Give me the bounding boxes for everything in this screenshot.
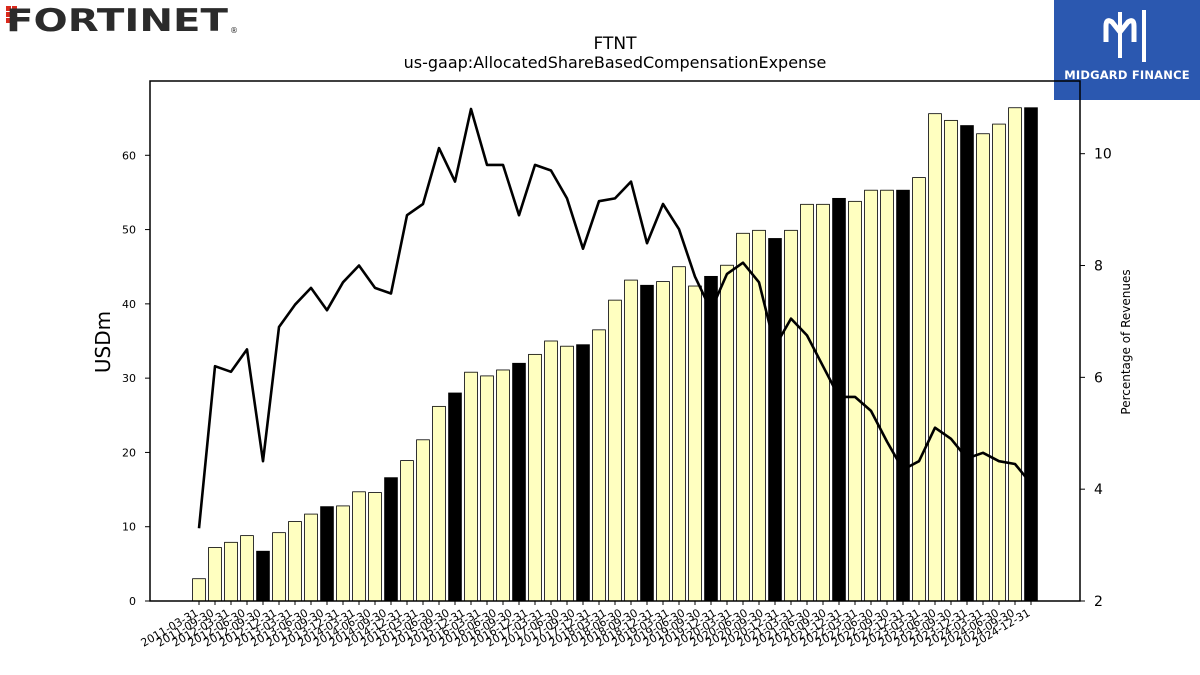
- fortinet-logo-text: FORTINET: [6, 4, 228, 36]
- midgard-logo-text: MIDGARD FINANCE: [1064, 68, 1190, 82]
- bar-10: [352, 491, 366, 602]
- bar-15: [432, 405, 446, 602]
- bar-32: [704, 275, 718, 602]
- y-tick-label-60: 60: [122, 149, 136, 162]
- y-tick-label-0: 0: [129, 595, 136, 608]
- bar-8: [320, 506, 334, 602]
- chart-title: FTNT: [594, 34, 638, 54]
- bar-13: [400, 460, 414, 602]
- bar-30: [672, 266, 686, 602]
- bar-28: [640, 284, 654, 602]
- y-right-tick-label-4: 4: [1094, 482, 1103, 498]
- x-axis: 2011-03-312011-09-302012-03-312012-06-30…: [139, 601, 1033, 650]
- bar-36: [768, 238, 782, 602]
- bar-25: [592, 329, 606, 602]
- bar-45: [912, 177, 926, 602]
- bar-17: [464, 371, 478, 602]
- bar-43: [880, 189, 894, 602]
- bar-1: [208, 547, 222, 602]
- midgard-finance-logo: MIDGARD FINANCE: [1054, 0, 1200, 100]
- bar-7: [304, 513, 318, 602]
- midgard-logo-icon: [1103, 10, 1146, 62]
- y-axis-label: USDm: [91, 311, 115, 373]
- y-right-tick-label-2: 2: [1094, 594, 1103, 610]
- bar-group: [192, 107, 1038, 602]
- bar-42: [864, 189, 878, 602]
- y-right-tick-label-10: 10: [1094, 147, 1112, 163]
- bar-52: [1024, 107, 1038, 602]
- bar-39: [816, 203, 830, 602]
- bar-9: [336, 505, 350, 602]
- bar-48: [960, 125, 974, 602]
- y-tick-label-20: 20: [122, 446, 136, 459]
- bar-34: [736, 232, 750, 602]
- y-axis-right-label: Percentage of Revenues: [1119, 269, 1133, 414]
- bar-44: [896, 189, 910, 602]
- bar-51: [1008, 107, 1022, 602]
- y-right-tick-label-6: 6: [1094, 370, 1103, 386]
- bar-11: [368, 492, 382, 602]
- bar-49: [976, 133, 990, 602]
- bar-21: [528, 353, 542, 602]
- y-tick-label-10: 10: [122, 521, 136, 534]
- bar-24: [576, 344, 590, 602]
- bar-19: [496, 369, 510, 602]
- y-tick-label-50: 50: [122, 224, 136, 237]
- fortinet-registered-mark: ®: [230, 26, 238, 35]
- bar-2: [224, 541, 238, 602]
- y-axis-left: 0 10 20 30 40 50 60: [122, 149, 150, 608]
- bar-31: [688, 285, 702, 602]
- bar-5: [272, 532, 286, 602]
- y-tick-label-30: 30: [122, 372, 136, 385]
- bar-0: [192, 578, 206, 602]
- bar-14: [416, 439, 430, 602]
- bar-6: [288, 521, 302, 602]
- bar-26: [608, 299, 622, 602]
- bar-22: [544, 340, 558, 602]
- bar-37: [784, 229, 798, 602]
- bar-18: [480, 375, 494, 602]
- bar-16: [448, 392, 462, 602]
- bar-29: [656, 281, 670, 602]
- chart-subtitle: us-gaap:AllocatedShareBasedCompensationE…: [404, 53, 827, 72]
- bar-20: [512, 362, 526, 602]
- bar-3: [240, 535, 254, 602]
- y-tick-label-40: 40: [122, 298, 136, 311]
- bar-40: [832, 197, 846, 602]
- bar-23: [560, 345, 574, 602]
- bar-12: [384, 477, 398, 602]
- series-line: [197, 107, 1033, 529]
- y-right-tick-label-8: 8: [1094, 259, 1103, 275]
- line-group: [197, 107, 1033, 529]
- bar-50: [992, 123, 1006, 602]
- bar-46: [928, 113, 942, 602]
- bar-38: [800, 203, 814, 602]
- bar-47: [944, 119, 958, 602]
- bar-27: [624, 279, 638, 602]
- fortinet-logo: FORTINET ®: [6, 4, 238, 36]
- y-axis-right: 2 4 6 8 10: [1080, 147, 1112, 610]
- bar-4: [256, 550, 270, 602]
- bar-33: [720, 264, 734, 602]
